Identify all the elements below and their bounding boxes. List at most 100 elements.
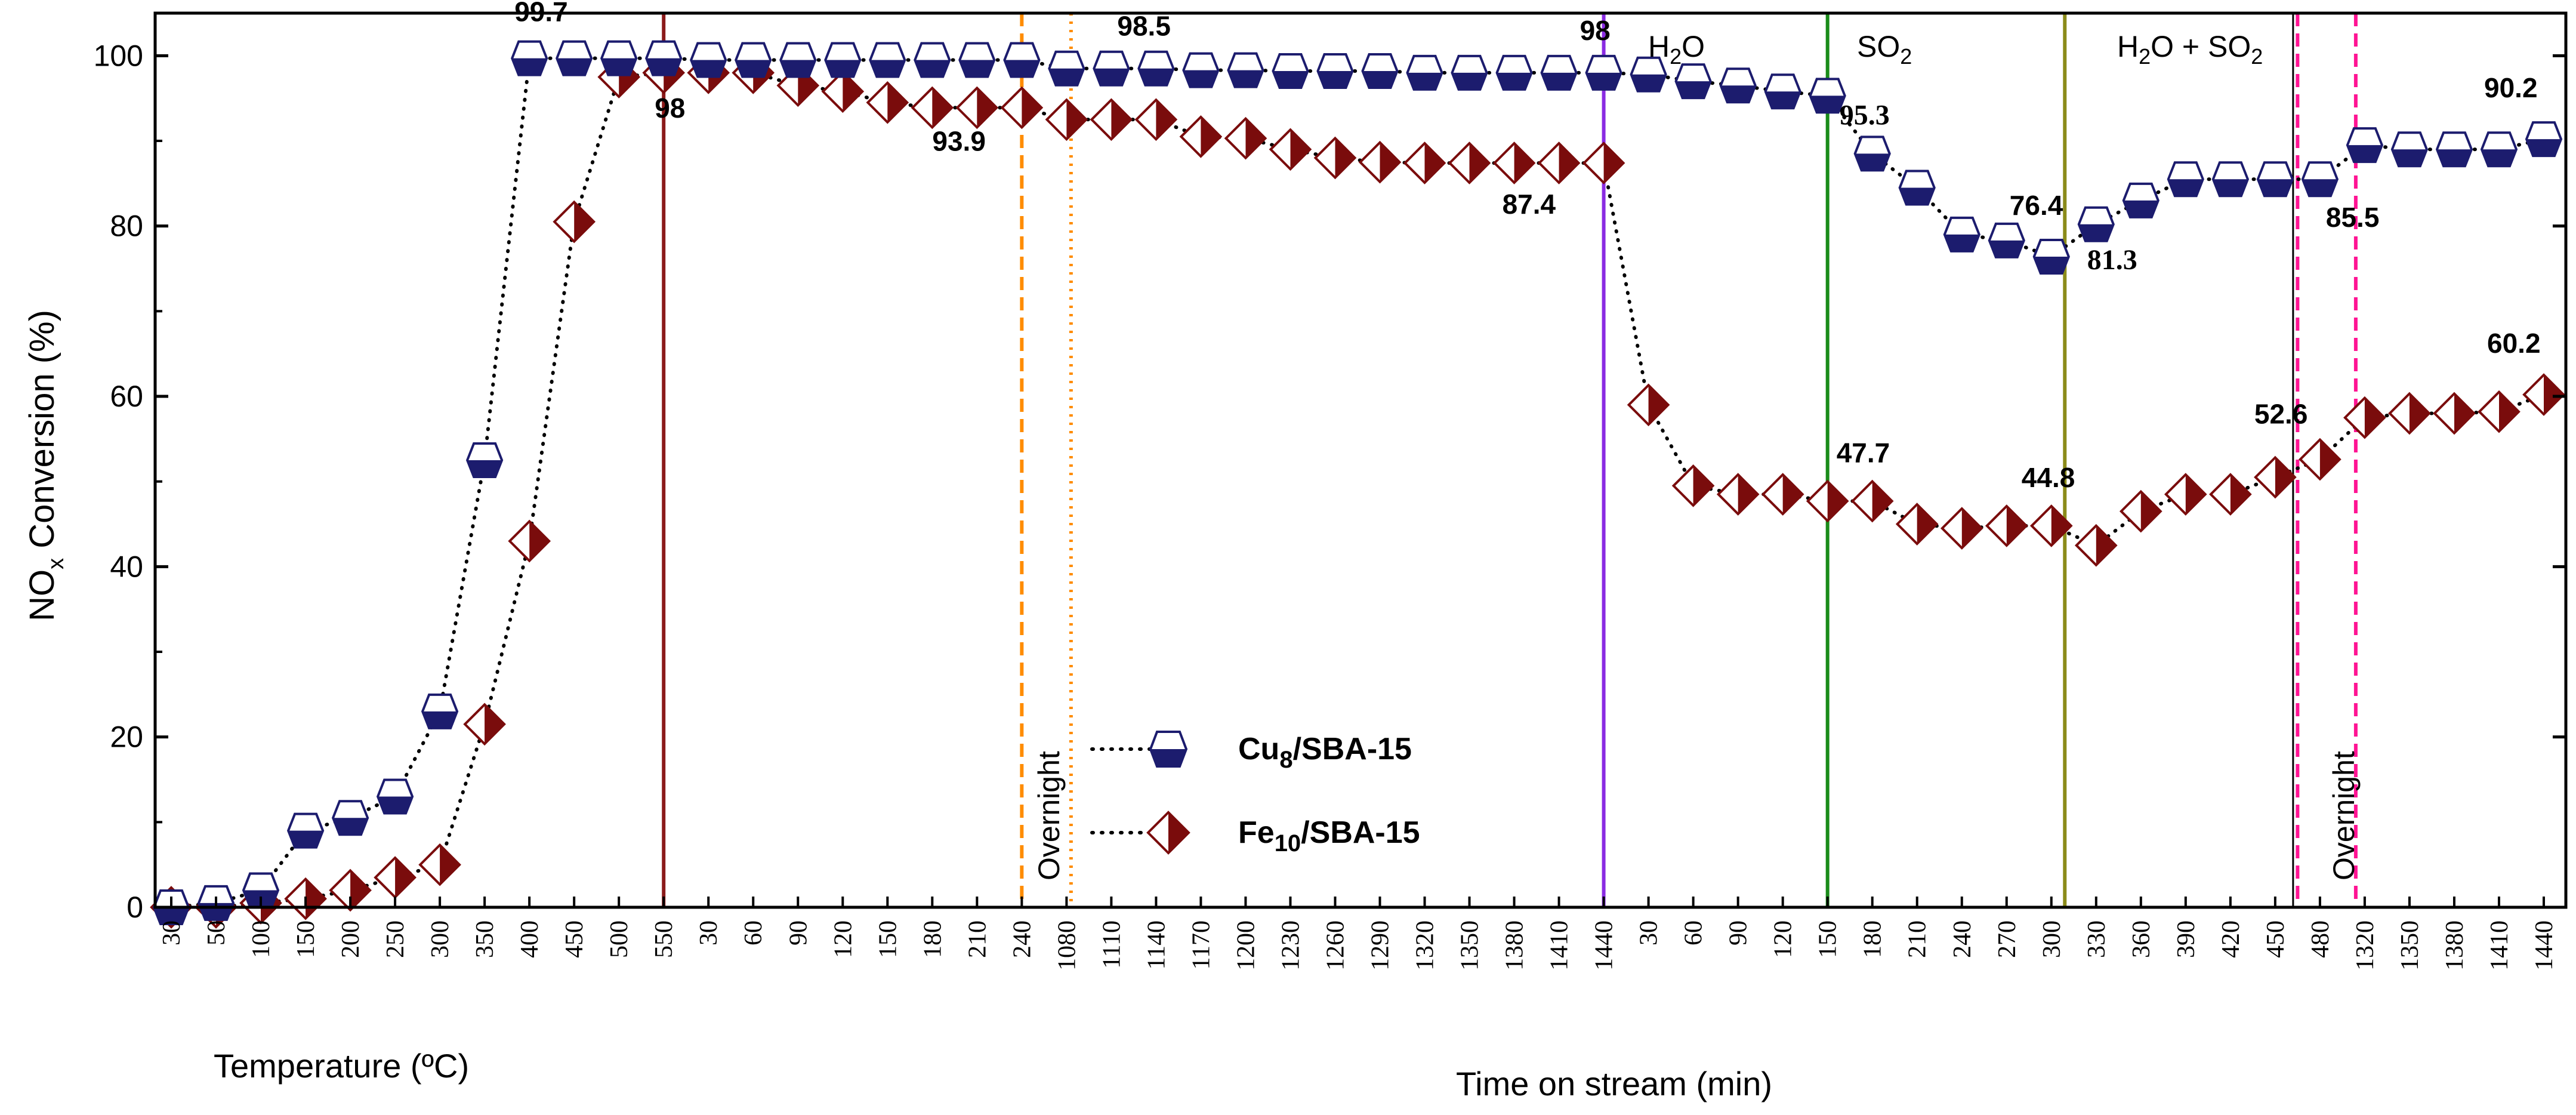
fe-point [1537, 141, 1581, 184]
x-tick-label-7: 350 [471, 920, 499, 958]
cu-point [1137, 50, 1175, 87]
cu-point-fill [2078, 224, 2114, 241]
x-tick-label-12: 30 [695, 920, 723, 945]
cu-point [2256, 161, 2294, 198]
fe-point-fill [1782, 475, 1803, 515]
fe-point-fill [2096, 525, 2116, 565]
fe-point-fill [2275, 457, 2295, 497]
axes-layer: 0 20 40 60 80 100 30 50 100 150 200 250 300 350 400 450… [94, 11, 2568, 971]
cu-point [1003, 42, 1041, 78]
cu-point-fill [2302, 179, 2337, 196]
x-tick-label-13: 60 [740, 920, 767, 945]
cu-point-fill [1183, 70, 1218, 87]
fe-point-fill [1156, 100, 1176, 140]
fe-point-fill [1738, 475, 1758, 515]
overnight-label-2: Overnight [2327, 751, 2361, 880]
fe-point-fill [1693, 466, 1713, 506]
fe-point [1224, 116, 1267, 160]
fe-point [1492, 141, 1536, 184]
x-tick-label-49: 1320 [2352, 920, 2379, 971]
fe-point [1806, 479, 1849, 523]
x-tick-label-22: 1140 [1143, 920, 1170, 969]
fe-point [508, 519, 551, 563]
cu-point-fill [2034, 257, 2069, 273]
x-tick-label-39: 210 [1904, 920, 1932, 958]
cu-point [556, 40, 593, 76]
cu-point-fill [601, 58, 637, 75]
fe-point-fill [1514, 143, 1534, 183]
annotation-label: 87.4 [1503, 189, 1556, 220]
fe-point-fill [2364, 398, 2384, 438]
x-tick-label-11: 550 [650, 920, 678, 958]
annotation-label: 44.8 [2022, 462, 2075, 493]
cu-point-fill [1407, 72, 1442, 90]
cu-point [1764, 73, 1801, 110]
x-tick-label-45: 390 [2173, 920, 2200, 958]
fe-point-fill [887, 82, 908, 122]
fe-point [1448, 141, 1491, 184]
y-tick-label-0: 0 [127, 891, 143, 924]
fe-point-fill [1961, 509, 1982, 549]
fe-point [911, 86, 954, 130]
fe-point [1671, 464, 1715, 507]
fe-point [1582, 141, 1625, 184]
x-tick-label-48: 480 [2307, 920, 2334, 958]
cu-point [2480, 131, 2518, 168]
x-tick-label-27: 1290 [1367, 920, 1395, 971]
cu-point-fill [736, 60, 771, 77]
cu-point [2346, 127, 2384, 164]
cu-point [1495, 54, 1533, 91]
cu-point [1182, 52, 1220, 88]
x-tick-label-14: 90 [785, 920, 812, 945]
fe-point-fill [1559, 143, 1579, 183]
annotation-label: 98 [1580, 15, 1611, 46]
x-tick-label-41: 270 [1994, 920, 2021, 958]
legend-label-cu: Cu8/SBA-15 [1238, 732, 1412, 773]
fe-point [2522, 373, 2565, 416]
x-tick-label-28: 1320 [1412, 920, 1439, 971]
x-tick-label-32: 1440 [1591, 920, 1618, 971]
x-tick-label-9: 450 [561, 920, 588, 958]
cu-point-fill [1139, 68, 1174, 85]
cu-point-fill [154, 907, 189, 924]
fe-point [1000, 86, 1044, 130]
cu-point-fill [467, 460, 502, 477]
cu-point-fill [1944, 234, 1979, 251]
fe-point-fill [2185, 475, 2205, 515]
x-tick-label-18: 210 [964, 920, 991, 958]
cu-point [1272, 53, 1309, 89]
x-tick-label-36: 120 [1770, 920, 1797, 958]
x-tick-label-23: 1170 [1187, 920, 1215, 969]
fe-point [1134, 98, 1178, 141]
cu-point [600, 40, 638, 76]
y-axis-label: NOx Conversion (%) [23, 310, 69, 621]
cu-point-fill [1452, 72, 1487, 90]
legend-label-fe: Fe10/SBA-15 [1238, 815, 1420, 857]
x-tick-label-4: 200 [337, 920, 365, 958]
x-tick-label-33: 30 [1636, 920, 1663, 945]
cu-point-fill [915, 60, 950, 77]
fe-point-fill [2319, 439, 2340, 479]
annotation-label: 98 [655, 93, 685, 124]
cu-point-fill [1899, 187, 1935, 205]
x-tick-label-21: 1110 [1098, 920, 1125, 969]
x-tick-label-8: 400 [516, 920, 544, 958]
fe-point-fill [2454, 393, 2474, 433]
cu-point [1674, 63, 1712, 100]
y-tick-label-80: 80 [110, 210, 143, 243]
legend-marker-cu-fill [1150, 749, 1186, 766]
fe-point [1761, 473, 1804, 516]
cu-point [286, 812, 325, 849]
cu-point-fill [1362, 71, 1397, 88]
cu-point-fill [2213, 179, 2248, 196]
annotation-label: 99.7 [514, 0, 568, 27]
cu-point-fill [2482, 149, 2516, 167]
fe-point-fill [350, 870, 371, 910]
cu-point-fill [1228, 70, 1263, 87]
x-tick-label-16: 150 [874, 920, 902, 958]
cu-point [645, 40, 683, 76]
y-tick-label-100: 100 [94, 39, 143, 72]
fe-point [2254, 455, 2297, 499]
fe-point-fill [2409, 393, 2429, 433]
